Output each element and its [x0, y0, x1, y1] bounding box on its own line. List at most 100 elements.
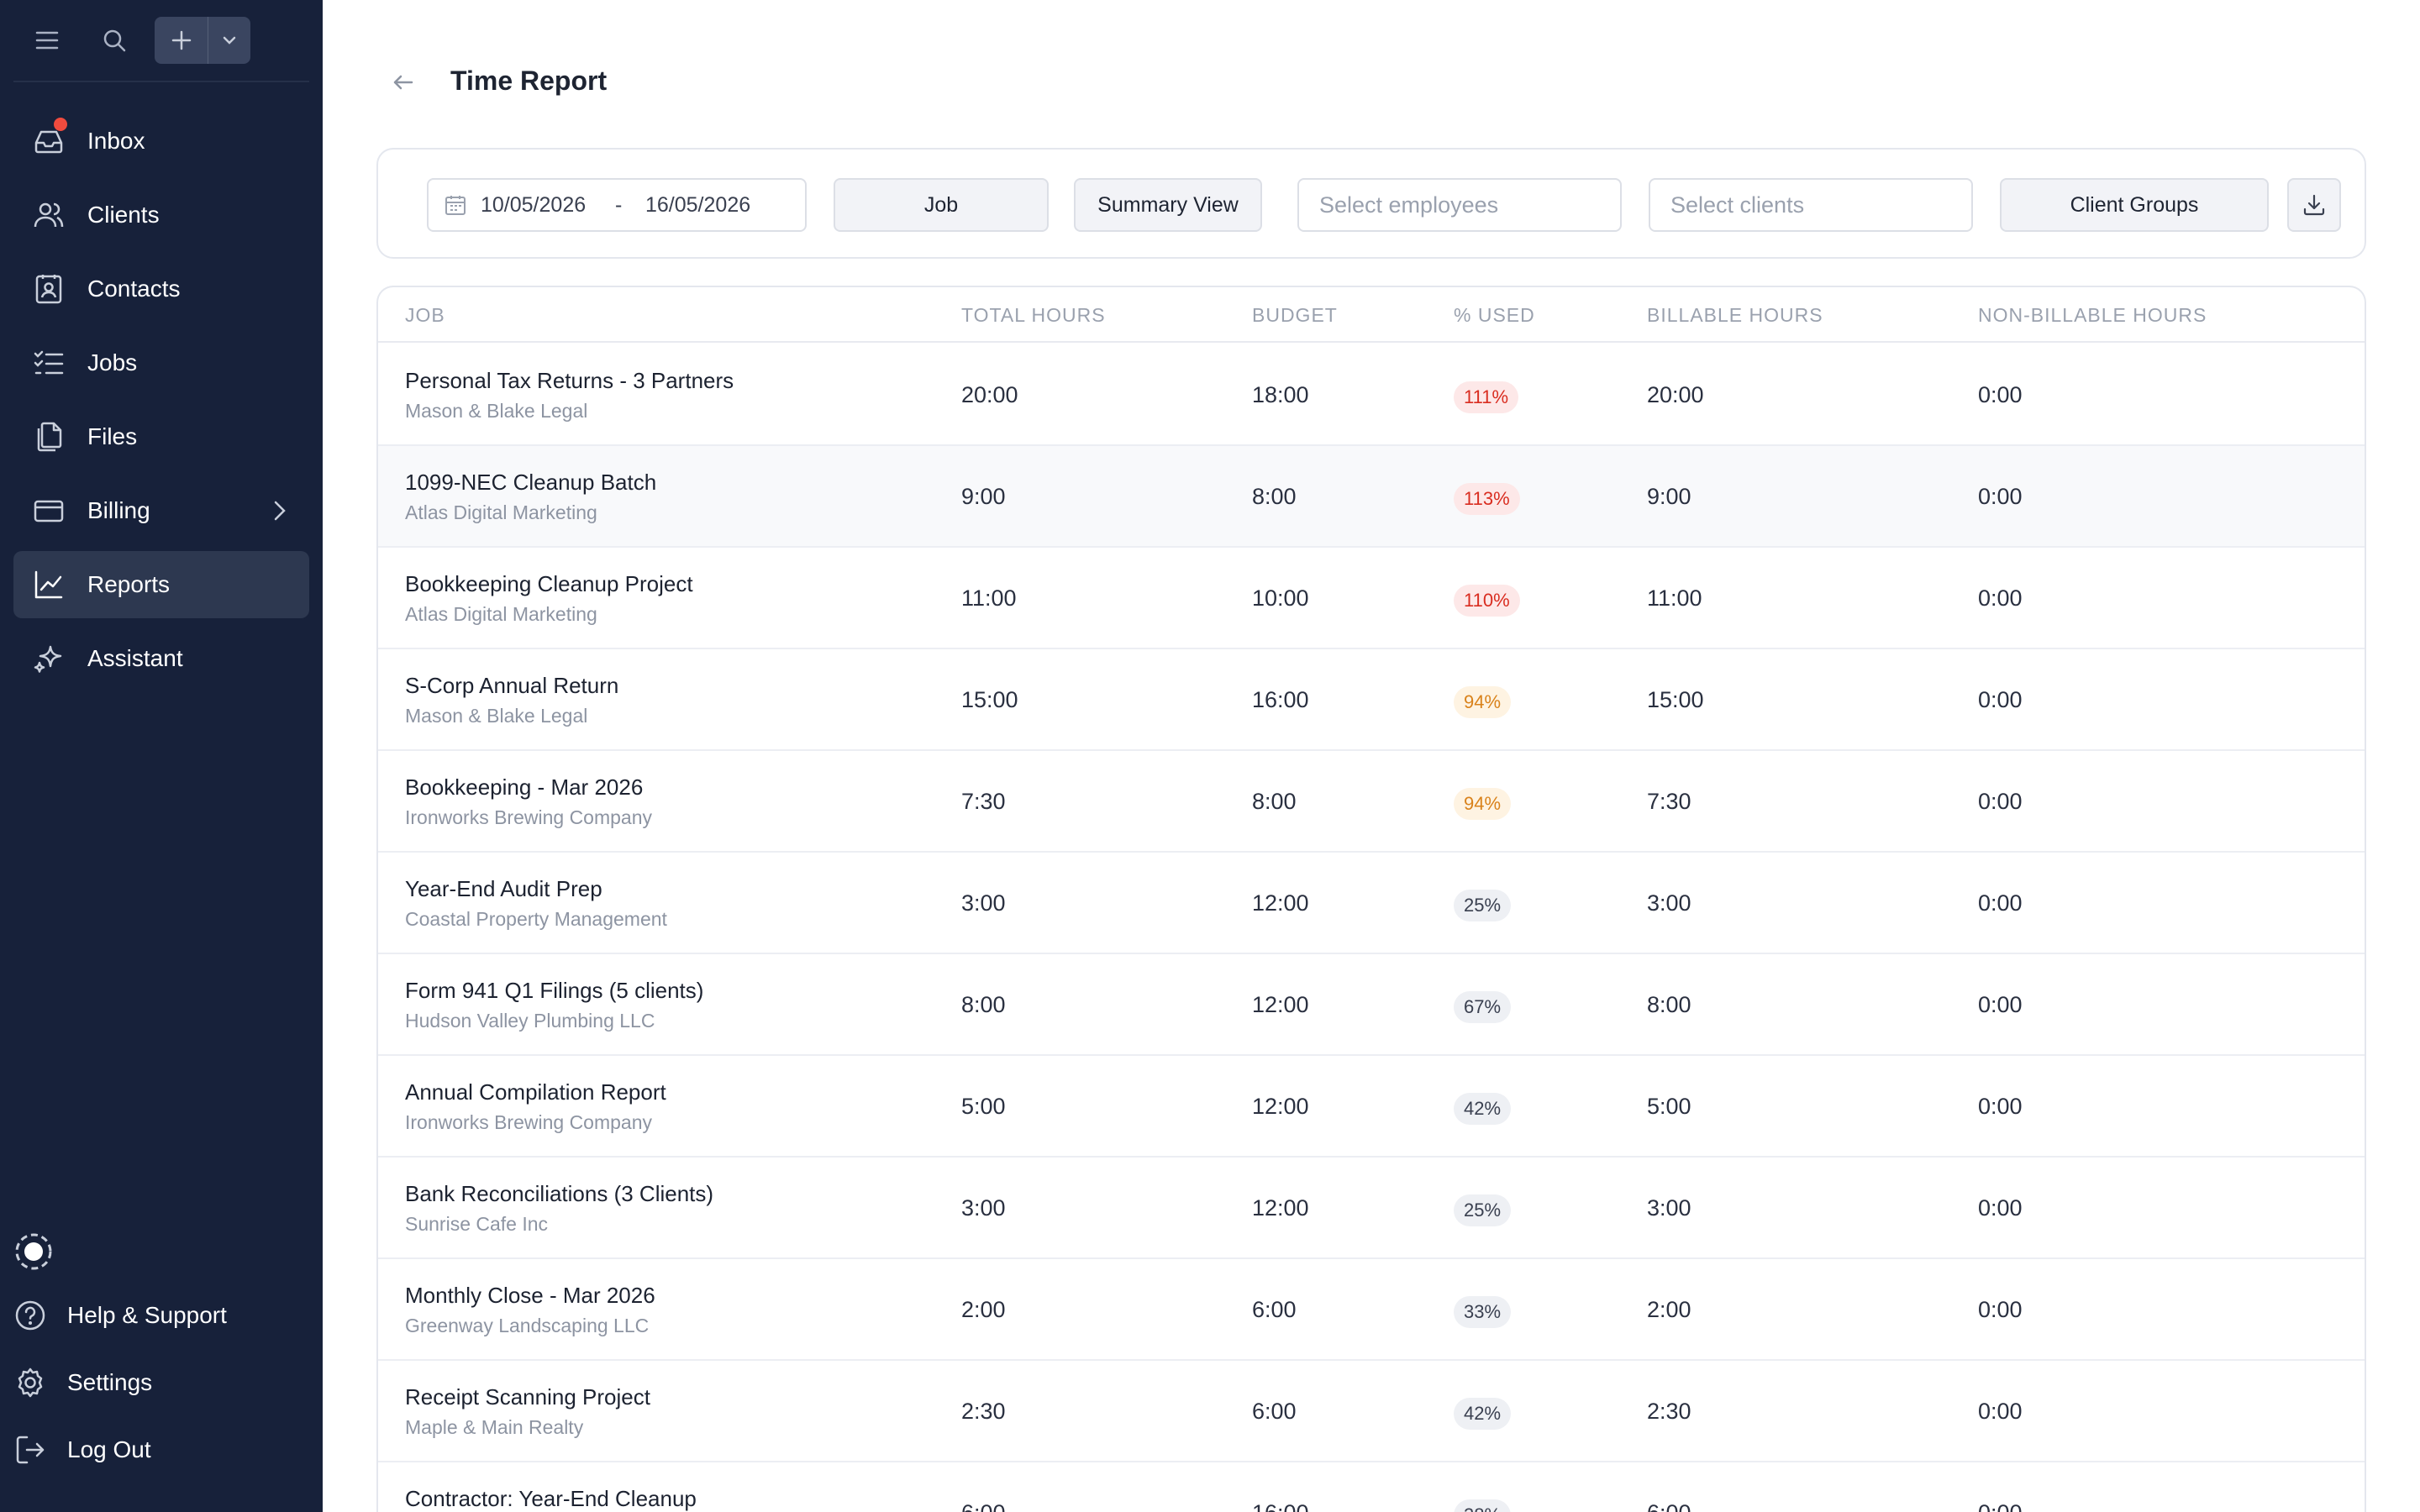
client-groups-button[interactable]: Client Groups: [2000, 178, 2269, 232]
non-billable-hours: 0:00: [1978, 992, 2023, 1017]
job-name[interactable]: Bank Reconciliations (3 Clients): [405, 1181, 714, 1206]
select-employees-input[interactable]: Select employees: [1297, 178, 1622, 232]
time-report-table: JOB TOTAL HOURS BUDGET % USED BILLABLE H…: [376, 286, 2366, 1512]
inbox-icon: [32, 124, 66, 158]
non-billable-hours: 0:00: [1978, 1195, 2023, 1221]
client-name: Maple & Main Realty: [405, 1416, 584, 1438]
table-row[interactable]: Receipt Scanning Project Maple & Main Rea…: [378, 1361, 2365, 1462]
column-header-total-hours[interactable]: TOTAL HOURS: [961, 304, 1106, 326]
job-name[interactable]: Form 941 Q1 Filings (5 clients): [405, 978, 704, 1003]
column-header-percent-used[interactable]: % USED: [1454, 304, 1535, 326]
billable-hours: 7:30: [1647, 789, 1691, 814]
non-billable-hours: 0:00: [1978, 585, 2023, 611]
table-row[interactable]: Year-End Audit Prep Coastal Property Mana…: [378, 853, 2365, 954]
page-title: Time Report: [450, 66, 608, 96]
table-row[interactable]: 1099-NEC Cleanup Batch Atlas Digital Mark…: [378, 446, 2365, 548]
total-hours: 8:00: [961, 992, 1006, 1017]
job-name[interactable]: 1099-NEC Cleanup Batch: [405, 470, 657, 495]
logout-link[interactable]: Log Out: [0, 1423, 323, 1477]
settings-link[interactable]: Settings: [0, 1356, 323, 1410]
status-ring-icon[interactable]: [13, 1231, 54, 1272]
job-name[interactable]: Monthly Close - Mar 2026: [405, 1283, 655, 1308]
budget: 16:00: [1252, 687, 1309, 712]
column-header-billable-hours[interactable]: BILLABLE HOURS: [1647, 304, 1823, 326]
job-name[interactable]: Receipt Scanning Project: [405, 1384, 650, 1410]
sidebar-item-label: Billing: [87, 497, 150, 523]
budget: 12:00: [1252, 1094, 1309, 1119]
table-row[interactable]: Contractor: Year-End Cleanup 6:00 16:00 38%…: [378, 1462, 2365, 1512]
contact-card-icon: [32, 272, 66, 306]
job-name[interactable]: Year-End Audit Prep: [405, 876, 602, 901]
sparkles-icon: [32, 642, 66, 675]
sidebar-item-clients[interactable]: Clients: [13, 181, 309, 249]
sidebar-item-assistant[interactable]: Assistant: [13, 625, 309, 692]
job-name[interactable]: Bookkeeping Cleanup Project: [405, 571, 693, 596]
summary-view-button[interactable]: Summary View: [1074, 178, 1262, 232]
non-billable-hours: 0:00: [1978, 687, 2023, 712]
percent-used-badge: 110%: [1454, 585, 1520, 617]
date-range-picker[interactable]: 10/05/2026 - 16/05/2026: [427, 178, 807, 232]
job-name[interactable]: S-Corp Annual Return: [405, 673, 619, 698]
sidebar-divider: [13, 81, 309, 82]
total-hours: 20:00: [961, 382, 1018, 407]
job-name[interactable]: Personal Tax Returns - 3 Partners: [405, 368, 734, 393]
gear-icon: [13, 1366, 47, 1399]
date-to[interactable]: 16/05/2026: [645, 193, 751, 217]
menu-icon[interactable]: [24, 24, 71, 57]
billable-hours: 3:00: [1647, 890, 1691, 916]
table-row[interactable]: Bank Reconciliations (3 Clients) Sunrise …: [378, 1158, 2365, 1259]
logout-label: Log Out: [67, 1436, 151, 1462]
budget: 8:00: [1252, 789, 1297, 814]
budget: 8:00: [1252, 484, 1297, 509]
search-icon[interactable]: [91, 24, 138, 57]
non-billable-hours: 0:00: [1978, 1462, 2023, 1512]
job-name[interactable]: Annual Compilation Report: [405, 1079, 666, 1105]
non-billable-hours: 0:00: [1978, 382, 2023, 407]
line-chart-icon: [32, 568, 66, 601]
total-hours: 9:00: [961, 484, 1006, 509]
back-arrow-icon[interactable]: [387, 66, 420, 99]
job-name[interactable]: Contractor: Year-End Cleanup: [405, 1486, 697, 1511]
sidebar-item-contacts[interactable]: Contacts: [13, 255, 309, 323]
sidebar-item-inbox[interactable]: Inbox: [13, 108, 309, 175]
table-row[interactable]: S-Corp Annual Return Mason & Blake Legal 1…: [378, 649, 2365, 751]
total-hours: 2:30: [961, 1399, 1006, 1424]
non-billable-hours: 0:00: [1978, 484, 2023, 509]
filter-bar: 10/05/2026 - 16/05/2026 Job Summary View…: [376, 148, 2366, 259]
percent-used-badge: 42%: [1454, 1398, 1512, 1430]
group-by-job-button[interactable]: Job: [834, 178, 1049, 232]
create-new-button[interactable]: [155, 17, 250, 64]
logout-icon: [13, 1433, 47, 1467]
column-header-job[interactable]: JOB: [405, 304, 445, 326]
column-header-non-billable-hours[interactable]: NON-BILLABLE HOURS: [1978, 304, 2207, 326]
download-button[interactable]: [2287, 178, 2341, 232]
table-row[interactable]: Form 941 Q1 Filings (5 clients) Hudson Va…: [378, 954, 2365, 1056]
table-row[interactable]: Annual Compilation Report Ironworks Brewi…: [378, 1056, 2365, 1158]
plus-icon[interactable]: [155, 17, 208, 64]
sidebar-item-reports[interactable]: Reports: [13, 551, 309, 618]
billable-hours: 2:00: [1647, 1297, 1691, 1322]
credit-card-icon: [32, 494, 66, 528]
billable-hours: 5:00: [1647, 1094, 1691, 1119]
table-row[interactable]: Bookkeeping Cleanup Project Atlas Digital…: [378, 548, 2365, 649]
table-row[interactable]: Personal Tax Returns - 3 Partners Mason &…: [378, 344, 2365, 446]
job-name[interactable]: Bookkeeping - Mar 2026: [405, 774, 644, 800]
chevron-right-icon[interactable]: [266, 497, 292, 524]
budget: 12:00: [1252, 1195, 1309, 1221]
total-hours: 3:00: [961, 890, 1006, 916]
sidebar-item-billing[interactable]: Billing: [13, 477, 309, 544]
sidebar-item-files[interactable]: Files: [13, 403, 309, 470]
select-clients-input[interactable]: Select clients: [1649, 178, 1973, 232]
help-support-link[interactable]: Help & Support: [0, 1289, 323, 1342]
date-from[interactable]: 10/05/2026: [481, 193, 587, 217]
column-header-budget[interactable]: BUDGET: [1252, 304, 1338, 326]
table-row[interactable]: Monthly Close - Mar 2026 Greenway Landsca…: [378, 1259, 2365, 1361]
sidebar-item-jobs[interactable]: Jobs: [13, 329, 309, 396]
table-row[interactable]: Bookkeeping - Mar 2026 Ironworks Brewing …: [378, 751, 2365, 853]
chevron-down-icon[interactable]: [208, 17, 250, 64]
billable-hours: 11:00: [1647, 585, 1702, 611]
billable-hours: 6:00: [1647, 1462, 1691, 1512]
percent-used-badge: 111%: [1454, 381, 1519, 413]
total-hours: 11:00: [961, 585, 1017, 611]
sidebar-item-label: Files: [87, 423, 138, 449]
